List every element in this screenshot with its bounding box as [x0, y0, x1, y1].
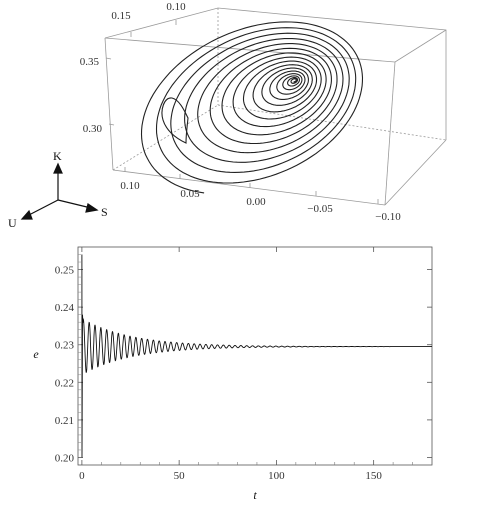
phase-portrait-3d: 0.15 0.10 0.35 0.30 0.10 0.05 0.00 −0.05…	[8, 1, 447, 230]
y-tick-label: 0.21	[55, 415, 74, 427]
box-bottom-front	[112, 169, 386, 206]
triad-label-right: S	[101, 205, 108, 219]
y-axis-label: e	[33, 347, 39, 361]
triad-label-left: U	[8, 216, 17, 230]
axis-a-tick-label: 0.10	[166, 1, 186, 13]
y-tick-label: 0.22	[55, 377, 74, 389]
plot-frame	[77, 246, 433, 466]
axis-b-tick-label: 0.05	[180, 188, 200, 200]
box-bottom-right	[384, 139, 447, 206]
x-tick-label: 150	[365, 470, 382, 482]
axis-b-tick-label: −0.05	[307, 203, 333, 215]
orientation-triad	[20, 162, 99, 220]
axis-b-tick-label: −0.10	[375, 211, 401, 223]
box-ticks	[105, 20, 379, 204]
box-front-right-vertical	[384, 61, 396, 206]
box-bottom-back2	[217, 104, 447, 141]
transient-curve	[161, 97, 189, 144]
y-axis-ticks: 0.20 0.21 0.22 0.23 0.24 0.25	[55, 254, 432, 464]
axis-b-tick-label: 0.10	[120, 180, 140, 192]
bounding-box	[104, 7, 447, 206]
box-front-top	[104, 37, 396, 63]
box-back-edge	[104, 7, 447, 140]
triad-label-up: K	[53, 149, 62, 163]
box-front-left-vertical	[104, 37, 114, 171]
y-tick-label: 0.25	[55, 265, 75, 277]
box-top-right	[394, 29, 447, 63]
axis-a-tick-label: 0.15	[111, 10, 131, 22]
x-axis-label: t	[253, 488, 257, 502]
x-tick-label: 100	[268, 470, 285, 482]
axis-z-tick-label: 0.35	[80, 56, 100, 68]
x-tick-label: 50	[174, 470, 186, 482]
axis-z-tick-label: 0.30	[83, 123, 103, 135]
series-line	[81, 254, 432, 458]
y-tick-label: 0.24	[55, 302, 75, 314]
y-tick-label: 0.23	[55, 340, 75, 352]
box-bottom-back	[112, 104, 219, 171]
trajectory-curve	[140, 21, 364, 194]
axis-b-tick-label: 0.00	[246, 196, 266, 208]
x-axis-ticks: 0 50 100 150	[79, 247, 433, 482]
x-tick-label: 0	[79, 470, 85, 482]
y-tick-label: 0.20	[55, 452, 75, 464]
